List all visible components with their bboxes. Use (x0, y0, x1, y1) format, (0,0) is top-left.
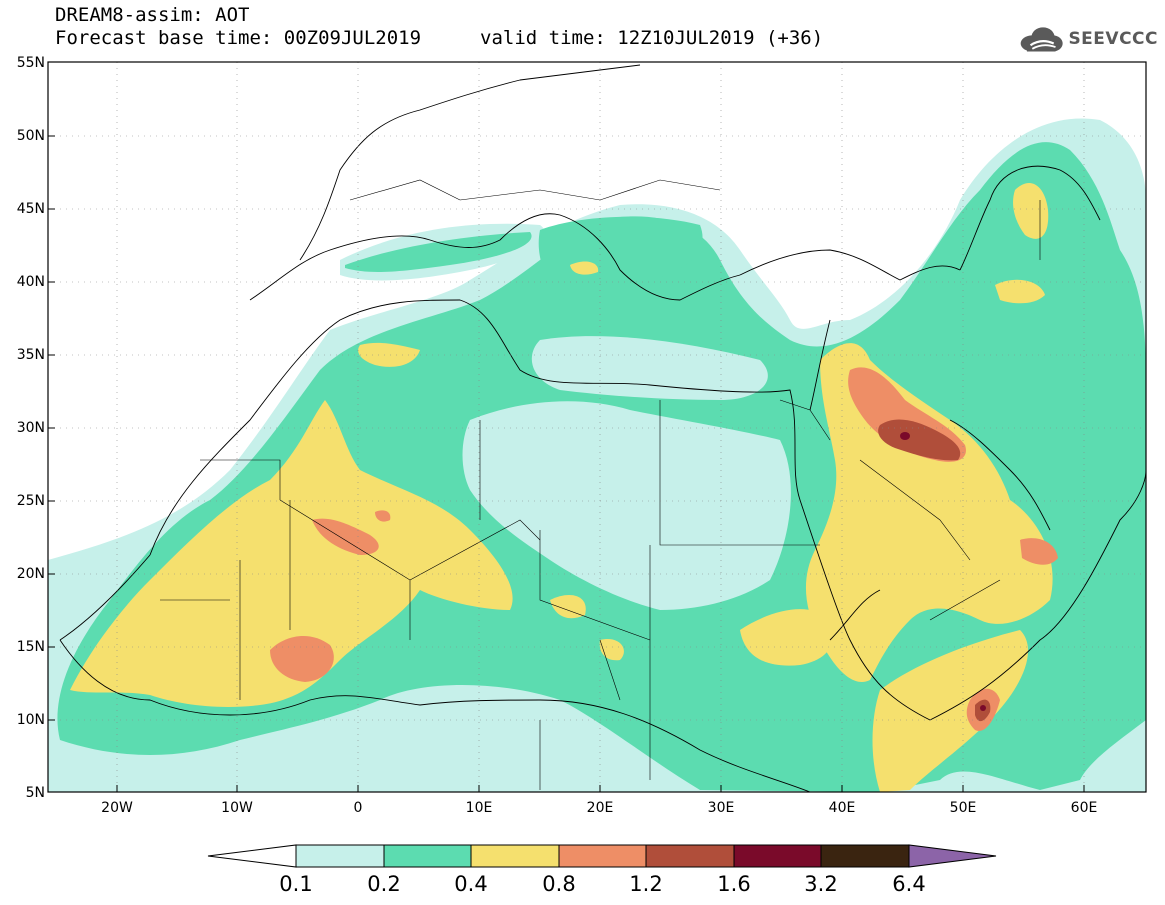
colorbar-label: 1.6 (717, 872, 751, 896)
aot-band-0.4 (70, 182, 1053, 792)
logo-text: SEEVCCC (1068, 29, 1158, 49)
lat-label: 45N (16, 201, 45, 217)
colorbar-swatch-1 (295, 844, 385, 868)
colorbar-swatch-4 (558, 844, 647, 868)
map-frame (47, 61, 1147, 793)
colorbar-label: 0.1 (279, 872, 313, 896)
aot-field (48, 62, 1146, 792)
lat-label: 10N (16, 712, 45, 728)
lat-label: 50N (16, 128, 45, 144)
map-title: DREAM8-assim: AOT (55, 4, 250, 26)
colorbar-label: 0.4 (454, 872, 488, 896)
colorbar-swatch-3 (470, 844, 560, 868)
country-borders (160, 179, 1041, 790)
colorbar-label: 0.8 (542, 872, 576, 896)
lon-label: 50E (949, 800, 977, 816)
seevccc-logo: SEEVCCC (1018, 22, 1158, 56)
lon-label: 30E (707, 800, 735, 816)
lat-label: 35N (16, 347, 45, 363)
colorbar-label: 1.2 (629, 872, 663, 896)
lat-label: 15N (16, 639, 45, 655)
lon-label: 10E (465, 800, 493, 816)
colorbar-label: 0.2 (367, 872, 401, 896)
lon-label: 20E (586, 800, 614, 816)
colorbar-swatch-5 (645, 844, 735, 868)
forecast-base-time: Forecast base time: 00Z09JUL2019 (55, 27, 422, 49)
colorbar-label: 3.2 (804, 872, 838, 896)
cloud-icon (1020, 27, 1063, 52)
aot-band-1.6 (900, 432, 986, 711)
lon-label: 40E (828, 800, 856, 816)
lat-label: 20N (16, 566, 45, 582)
aot-band-0.1-inner (462, 336, 791, 610)
coastlines (59, 64, 1146, 792)
lon-label: 0 (353, 800, 363, 816)
colorbar (207, 844, 997, 868)
lat-label: 5N (25, 785, 45, 801)
colorbar-arrow-high (908, 844, 997, 868)
colorbar-swatch-7 (820, 844, 910, 868)
lon-label: 20W (101, 800, 133, 816)
lat-label: 40N (16, 274, 45, 290)
colorbar-swatch-6 (733, 844, 822, 868)
lat-label: 25N (16, 493, 45, 509)
colorbar-swatch-2 (383, 844, 472, 868)
lat-label: 55N (16, 55, 45, 71)
lon-label: 60E (1070, 800, 1098, 816)
lat-label: 30N (16, 420, 45, 436)
colorbar-arrow-low (207, 844, 297, 868)
valid-time: valid time: 12Z10JUL2019 (+36) (480, 27, 824, 49)
colorbar-label: 6.4 (892, 872, 926, 896)
lon-label: 10W (221, 800, 253, 816)
